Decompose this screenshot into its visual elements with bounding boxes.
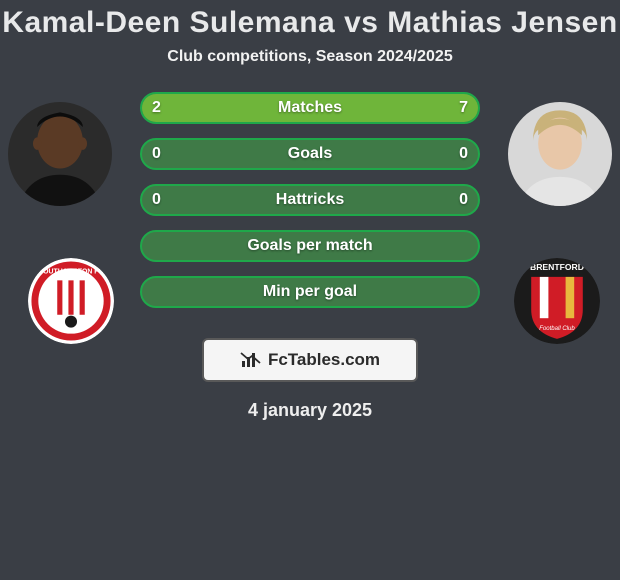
stat-bar-fill-right (216, 94, 478, 122)
player-left-avatar (8, 102, 112, 206)
stat-bar: 0 Goals 0 (140, 138, 480, 170)
subtitle: Club competitions, Season 2024/2025 (0, 48, 620, 66)
stat-bar: Goals per match (140, 230, 480, 262)
stat-label: Goals per match (247, 237, 372, 255)
stat-bar: 2 Matches 7 (140, 92, 480, 124)
stat-label: Min per goal (263, 283, 357, 301)
comparison-card: Kamal-Deen Sulemana vs Mathias Jensen Cl… (0, 0, 620, 580)
stat-value-left: 0 (152, 191, 161, 209)
stat-label: Goals (288, 145, 332, 163)
stat-value-right: 0 (459, 191, 468, 209)
stat-value-left: 0 (152, 145, 161, 163)
club-left-badge: SOUTHAMPTON FC (28, 258, 114, 344)
brand-badge: FcTables.com (202, 338, 418, 382)
stat-label: Matches (278, 99, 342, 117)
stat-bar: Min per goal (140, 276, 480, 308)
club-right-badge: BRENTFORD Football Club (514, 258, 600, 344)
svg-text:Football Club: Football Club (539, 326, 575, 332)
stat-label: Hattricks (276, 191, 344, 209)
svg-text:BRENTFORD: BRENTFORD (530, 262, 584, 272)
svg-text:SOUTHAMPTON FC: SOUTHAMPTON FC (39, 268, 104, 275)
stat-value-left: 2 (152, 99, 161, 117)
bar-chart-icon (240, 351, 262, 369)
date-text: 4 january 2025 (0, 400, 620, 421)
brand-text: FcTables.com (268, 350, 380, 370)
stat-value-right: 7 (459, 99, 468, 117)
page-title: Kamal-Deen Sulemana vs Mathias Jensen (0, 0, 620, 40)
player-right-avatar (508, 102, 612, 206)
stat-bar: 0 Hattricks 0 (140, 184, 480, 216)
stat-bars: 2 Matches 7 0 Goals 0 0 Hattricks 0 Goals per mat… (140, 92, 480, 308)
stat-value-right: 0 (459, 145, 468, 163)
